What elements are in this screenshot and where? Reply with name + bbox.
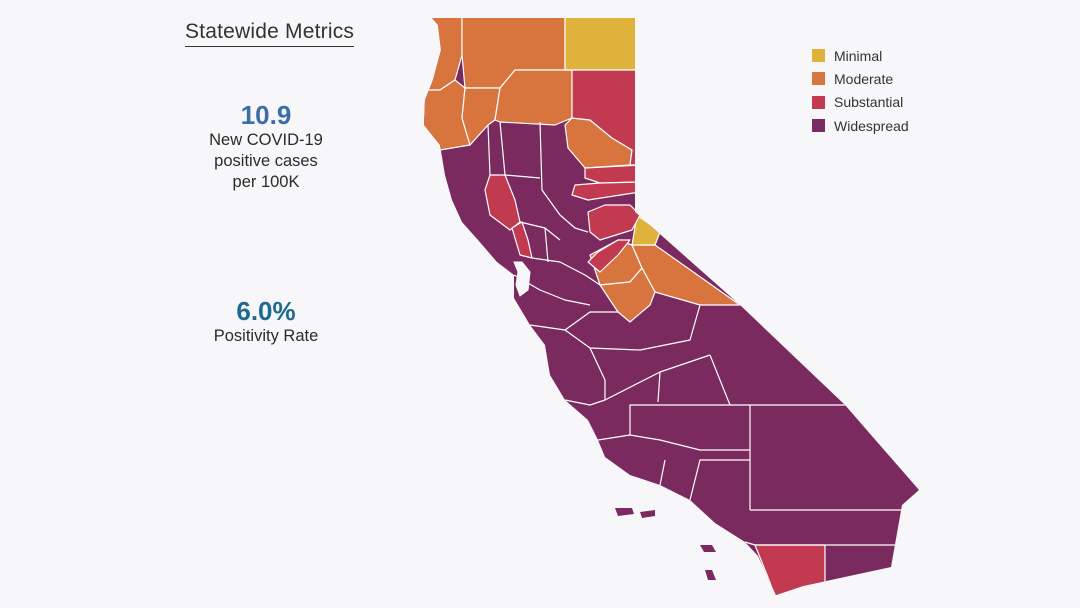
island <box>705 570 716 580</box>
legend: Minimal Moderate Substantial Widespread <box>812 44 909 137</box>
legend-item-moderate: Moderate <box>812 67 909 90</box>
county-sierra <box>584 164 641 184</box>
legend-label: Minimal <box>834 47 883 64</box>
case-rate-metric: 10.9 New COVID-19 positive cases per 100… <box>176 100 356 193</box>
legend-swatch-minimal <box>812 49 825 63</box>
county-line <box>539 121 561 216</box>
county-line <box>529 311 618 331</box>
county-napa <box>511 221 533 259</box>
state-base-region <box>424 18 919 595</box>
legend-item-minimal: Minimal <box>812 44 909 67</box>
legend-swatch-widespread <box>812 119 825 133</box>
case-rate-label-line: New COVID-19 <box>209 131 323 149</box>
county-line <box>744 541 905 546</box>
county-line <box>659 459 666 486</box>
county-del-norte <box>424 18 463 91</box>
county-line <box>709 354 731 406</box>
legend-label: Substantial <box>834 94 904 111</box>
county-line <box>589 347 606 400</box>
positivity-rate-value: 6.0% <box>236 296 296 326</box>
positivity-rate-label-line: Positivity Rate <box>213 327 319 345</box>
sf-bay <box>513 261 531 297</box>
county-modoc <box>564 18 641 71</box>
county-line <box>544 227 549 263</box>
island <box>640 510 655 518</box>
county-line <box>689 459 750 501</box>
county-line <box>531 257 601 286</box>
legend-item-widespread: Widespread <box>812 114 909 137</box>
case-rate-value: 10.9 <box>240 100 292 130</box>
county-line <box>564 304 701 351</box>
positivity-rate-label: Positivity Rate <box>176 326 356 347</box>
positivity-rate-metric: 6.0% Positivity Rate <box>176 296 356 347</box>
page-title: Statewide Metrics <box>185 20 355 47</box>
county-san-diego <box>754 544 826 595</box>
county-calaveras <box>587 239 631 273</box>
county-shasta <box>494 69 573 126</box>
county-line <box>564 399 606 406</box>
island <box>615 508 634 516</box>
county-line <box>629 434 750 451</box>
county-line <box>504 174 541 179</box>
county-line <box>657 371 661 403</box>
case-rate-label: New COVID-19 positive cases per 100K <box>176 130 356 193</box>
county-line <box>499 121 506 176</box>
legend-label: Moderate <box>834 70 894 87</box>
legend-item-substantial: Substantial <box>812 91 909 114</box>
legend-swatch-moderate <box>812 72 825 86</box>
case-rate-label-line: per 100K <box>232 173 300 191</box>
case-rate-label-line: positive cases <box>214 152 318 170</box>
island <box>700 545 716 552</box>
county-line <box>559 214 589 233</box>
county-tuolumne-mariposa <box>599 267 656 323</box>
legend-swatch-substantial <box>812 95 825 109</box>
county-el-dorado <box>587 204 641 241</box>
county-line <box>597 404 845 441</box>
county-line <box>487 124 491 176</box>
legend-label: Widespread <box>834 117 909 134</box>
